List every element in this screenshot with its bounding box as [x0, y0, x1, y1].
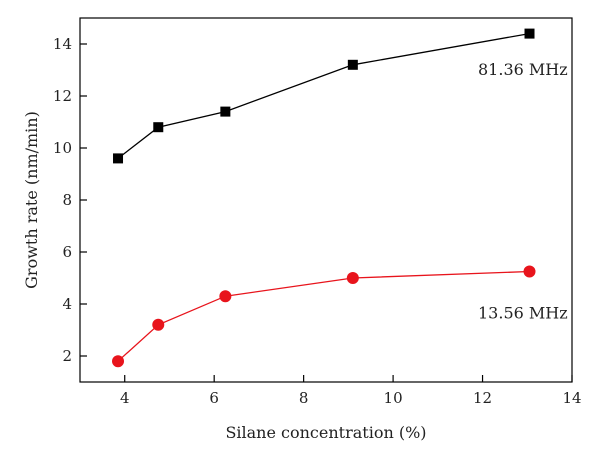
- data-point: [113, 153, 124, 164]
- series-label-13-56-mhz: 13.56 MHz: [478, 303, 568, 322]
- series-layer: [112, 28, 536, 368]
- data-point: [523, 265, 536, 278]
- y-tick-label: 8: [62, 191, 72, 209]
- series-line: [117, 32, 530, 159]
- x-tick-label: 10: [384, 389, 403, 407]
- data-point: [346, 272, 359, 284]
- y-tick-label: 12: [53, 87, 72, 105]
- data-point: [524, 28, 535, 39]
- y-tick-label: 10: [53, 139, 72, 157]
- x-tick-label: 8: [299, 389, 309, 407]
- data-point: [219, 290, 232, 303]
- x-tick-label: 12: [473, 389, 492, 407]
- data-point: [220, 106, 231, 117]
- data-point: [112, 355, 125, 368]
- series-1: [112, 265, 536, 368]
- y-tick-label: 2: [62, 347, 72, 365]
- y-axis-title: Growth rate (nm/min): [22, 111, 41, 289]
- y-tick-label: 6: [62, 243, 72, 261]
- series-0: [113, 28, 535, 164]
- data-point: [153, 122, 164, 133]
- y-tick-label: 14: [53, 35, 72, 53]
- plot-frame: [79, 17, 573, 383]
- x-axis-title: Silane concentration (%): [225, 423, 426, 442]
- series-label-81-36-mhz: 81.36 MHz: [478, 60, 568, 79]
- data-point: [347, 59, 358, 70]
- x-tick-label: 14: [562, 389, 581, 407]
- y-tick-label: 4: [62, 295, 72, 313]
- series-line: [117, 270, 530, 362]
- axis-ticks: 4 6 8 10 12 14 2 4 6 8 10 12 14: [53, 35, 582, 407]
- x-tick-label: 6: [209, 389, 219, 407]
- data-point: [152, 318, 165, 331]
- x-tick-label: 4: [120, 389, 130, 407]
